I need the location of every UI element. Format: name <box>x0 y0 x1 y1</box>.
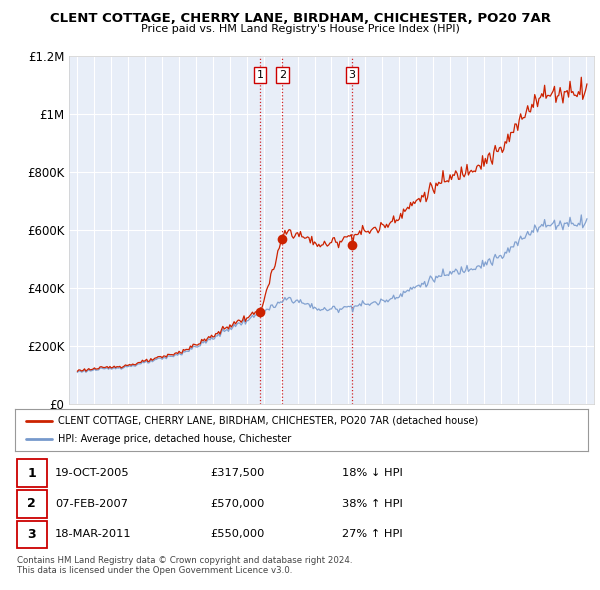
Text: 3: 3 <box>28 528 36 541</box>
Text: This data is licensed under the Open Government Licence v3.0.: This data is licensed under the Open Gov… <box>17 566 292 575</box>
FancyBboxPatch shape <box>17 520 47 548</box>
FancyBboxPatch shape <box>17 490 47 517</box>
Text: 1: 1 <box>257 70 264 80</box>
Text: 38% ↑ HPI: 38% ↑ HPI <box>341 499 403 509</box>
Text: £570,000: £570,000 <box>210 499 264 509</box>
Text: £550,000: £550,000 <box>210 529 264 539</box>
Text: CLENT COTTAGE, CHERRY LANE, BIRDHAM, CHICHESTER, PO20 7AR: CLENT COTTAGE, CHERRY LANE, BIRDHAM, CHI… <box>49 12 551 25</box>
Text: 27% ↑ HPI: 27% ↑ HPI <box>341 529 403 539</box>
Text: 07-FEB-2007: 07-FEB-2007 <box>55 499 128 509</box>
FancyBboxPatch shape <box>17 460 47 487</box>
Text: 2: 2 <box>279 70 286 80</box>
Text: 18% ↓ HPI: 18% ↓ HPI <box>341 468 403 478</box>
Text: 3: 3 <box>349 70 355 80</box>
Text: Contains HM Land Registry data © Crown copyright and database right 2024.: Contains HM Land Registry data © Crown c… <box>17 556 352 565</box>
Text: 1: 1 <box>27 467 36 480</box>
Text: £317,500: £317,500 <box>210 468 264 478</box>
Text: CLENT COTTAGE, CHERRY LANE, BIRDHAM, CHICHESTER, PO20 7AR (detached house): CLENT COTTAGE, CHERRY LANE, BIRDHAM, CHI… <box>58 416 478 426</box>
Text: HPI: Average price, detached house, Chichester: HPI: Average price, detached house, Chic… <box>58 434 291 444</box>
Text: 19-OCT-2005: 19-OCT-2005 <box>55 468 130 478</box>
Text: 18-MAR-2011: 18-MAR-2011 <box>55 529 132 539</box>
Text: Price paid vs. HM Land Registry's House Price Index (HPI): Price paid vs. HM Land Registry's House … <box>140 24 460 34</box>
Text: 2: 2 <box>27 497 36 510</box>
